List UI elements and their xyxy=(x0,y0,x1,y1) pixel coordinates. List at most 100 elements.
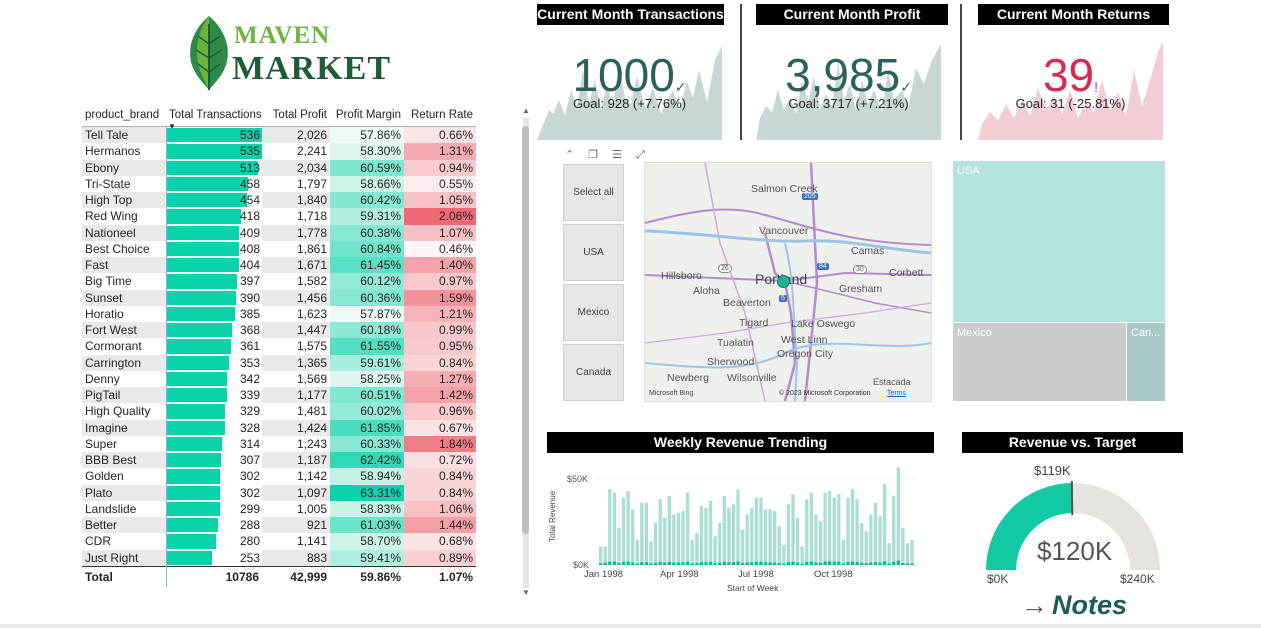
revenue-bar-secondary[interactable] xyxy=(745,562,749,565)
table-row[interactable]: Red Wing 418 1,718 59.31% 2.06% xyxy=(82,208,476,225)
revenue-bar[interactable] xyxy=(869,514,873,566)
revenue-bar-secondary[interactable] xyxy=(663,562,667,565)
scroll-down-icon[interactable]: ▼ xyxy=(522,588,530,597)
revenue-bar[interactable] xyxy=(612,492,617,565)
revenue-bar-secondary[interactable] xyxy=(699,562,704,565)
table-row[interactable]: Better 288 921 61.03% 1.44% xyxy=(82,517,476,534)
revenue-bar-secondary[interactable] xyxy=(782,563,786,565)
revenue-bar[interactable] xyxy=(768,509,772,565)
revenue-bar-secondary[interactable] xyxy=(841,563,846,565)
revenue-bar[interactable] xyxy=(782,544,786,565)
revenue-bar[interactable] xyxy=(823,492,827,565)
revenue-bar[interactable] xyxy=(740,529,745,565)
revenue-bar[interactable] xyxy=(878,516,882,565)
revenue-bar-secondary[interactable] xyxy=(864,563,868,565)
table-row[interactable]: Just Right 253 883 59.41% 0.89% xyxy=(82,549,476,567)
revenue-bar-secondary[interactable] xyxy=(795,562,800,565)
revenue-bar-secondary[interactable] xyxy=(910,563,914,565)
revenue-bar[interactable] xyxy=(690,539,694,565)
table-row[interactable]: Tri-State 458 1,797 58.66% 0.55% xyxy=(82,175,476,192)
revenue-bar[interactable] xyxy=(910,539,914,565)
revenue-bar-secondary[interactable] xyxy=(791,561,795,565)
revenue-bar-secondary[interactable] xyxy=(621,561,626,565)
revenue-bar-secondary[interactable] xyxy=(667,561,671,565)
revenue-bar-secondary[interactable] xyxy=(704,562,708,565)
scrollbar-thumb[interactable] xyxy=(522,126,529,534)
revenue-bar[interactable] xyxy=(686,492,690,565)
revenue-bar[interactable] xyxy=(800,546,804,565)
scroll-up-icon[interactable]: ▲ xyxy=(522,106,530,115)
revenue-bar[interactable] xyxy=(814,514,818,566)
treemap-usa[interactable]: USA xyxy=(953,161,1165,322)
revenue-bar[interactable] xyxy=(745,514,749,566)
revenue-bar-secondary[interactable] xyxy=(635,563,639,565)
revenue-bar[interactable] xyxy=(882,484,887,565)
revenue-bar[interactable] xyxy=(727,507,731,565)
revenue-bar[interactable] xyxy=(603,546,607,565)
revenue-bar[interactable] xyxy=(805,499,809,565)
revenue-bar[interactable] xyxy=(892,495,896,565)
table-row[interactable]: Horatio 385 1,623 57.87% 1.21% xyxy=(82,305,476,322)
revenue-bar-secondary[interactable] xyxy=(873,562,878,565)
table-scrollbar[interactable]: ▲ ▼ xyxy=(521,106,530,598)
table-row[interactable]: PigTail 339 1,177 60.51% 1.42% xyxy=(82,387,476,404)
revenue-bar[interactable] xyxy=(704,507,708,565)
table-row[interactable]: Landslide 299 1,005 58.83% 1.06% xyxy=(82,500,476,517)
revenue-bar[interactable] xyxy=(818,521,823,565)
revenue-bar[interactable] xyxy=(841,539,846,565)
table-row[interactable]: Ebony 513 2,034 60.59% 0.94% xyxy=(82,159,476,176)
revenue-bar-secondary[interactable] xyxy=(658,561,662,565)
revenue-bar-secondary[interactable] xyxy=(740,562,745,565)
revenue-bar-secondary[interactable] xyxy=(617,562,621,565)
revenue-bar-secondary[interactable] xyxy=(855,561,859,565)
table-row[interactable]: High Top 454 1,840 60.42% 1.05% xyxy=(82,192,476,209)
revenue-bar[interactable] xyxy=(773,511,777,565)
revenue-bar-secondary[interactable] xyxy=(814,562,818,565)
slicer-mexico[interactable]: Mexico xyxy=(563,284,624,341)
revenue-bar-secondary[interactable] xyxy=(860,562,864,565)
revenue-bar-secondary[interactable] xyxy=(631,562,635,565)
revenue-bar[interactable] xyxy=(846,497,850,565)
revenue-bar-secondary[interactable] xyxy=(759,561,763,565)
revenue-bar-secondary[interactable] xyxy=(786,562,791,565)
table-row[interactable]: Super 314 1,243 60.33% 1.84% xyxy=(82,435,476,452)
drill-up-icon[interactable]: ⌃ xyxy=(565,149,589,161)
revenue-bar-secondary[interactable] xyxy=(676,562,681,565)
treemap-canada[interactable]: Can... xyxy=(1127,323,1165,401)
revenue-bar[interactable] xyxy=(653,522,658,565)
revenue-bar-secondary[interactable] xyxy=(626,561,630,565)
revenue-bar-secondary[interactable] xyxy=(777,562,781,565)
table-row[interactable]: Fast 404 1,671 61.45% 1.40% xyxy=(82,257,476,274)
revenue-bar-secondary[interactable] xyxy=(837,561,841,565)
revenue-bar[interactable] xyxy=(708,501,713,565)
slicer-usa[interactable]: USA xyxy=(563,224,624,281)
revenue-bar[interactable] xyxy=(901,527,905,565)
copy-icon[interactable]: ❐ xyxy=(588,149,613,161)
revenue-bar-secondary[interactable] xyxy=(750,562,754,565)
revenue-bar[interactable] xyxy=(649,541,653,565)
revenue-bar-secondary[interactable] xyxy=(827,561,832,566)
revenue-bar-secondary[interactable] xyxy=(850,561,855,566)
revenue-bar-secondary[interactable] xyxy=(736,561,740,566)
revenue-bar-secondary[interactable] xyxy=(644,562,649,565)
table-row[interactable]: Hermanos 535 2,241 58.30% 1.31% xyxy=(82,143,476,160)
revenue-bar[interactable] xyxy=(667,495,671,565)
revenue-bar-secondary[interactable] xyxy=(905,563,910,565)
revenue-bar-secondary[interactable] xyxy=(608,561,612,565)
revenue-bar[interactable] xyxy=(699,506,704,565)
revenue-bar[interactable] xyxy=(786,504,791,565)
revenue-bar[interactable] xyxy=(631,509,635,565)
revenue-bar-secondary[interactable] xyxy=(690,563,694,565)
filter-icon[interactable]: ☰ xyxy=(612,149,636,161)
revenue-bar[interactable] xyxy=(644,502,649,565)
map-terms-link[interactable]: Terms xyxy=(887,390,907,397)
revenue-bar[interactable] xyxy=(832,497,836,565)
table-row[interactable]: Plato 302 1,097 63.31% 0.84% xyxy=(82,484,476,501)
revenue-bar-secondary[interactable] xyxy=(882,561,887,565)
revenue-bar-secondary[interactable] xyxy=(603,562,607,565)
revenue-bar-secondary[interactable] xyxy=(846,561,850,565)
revenue-bar[interactable] xyxy=(795,517,800,565)
revenue-bar[interactable] xyxy=(850,489,855,565)
revenue-bar-secondary[interactable] xyxy=(695,563,699,565)
revenue-bar[interactable] xyxy=(635,539,639,565)
